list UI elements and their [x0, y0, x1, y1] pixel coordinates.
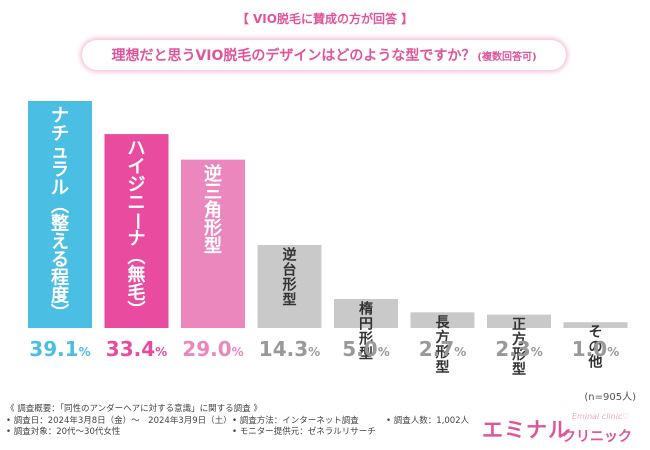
- svg-text:長: 長: [436, 315, 451, 331]
- svg-text:無: 無: [128, 264, 146, 286]
- value-label-5: 2.7%: [419, 337, 466, 361]
- svg-text:型: 型: [436, 359, 450, 376]
- svg-text:逆: 逆: [283, 246, 297, 263]
- svg-text:え: え: [51, 232, 69, 253]
- category-label-7: その他: [588, 325, 603, 371]
- eminal-clinic-logo: エミナル クリニック Eminal clinic♡: [482, 412, 642, 446]
- value-label-0: 39.1%: [29, 337, 90, 361]
- survey-footer: 《 調査概要：「同性のアンダーヘアに対する意識」に関する調査 》 • 調査日：2…: [6, 404, 469, 439]
- svg-text:型: 型: [512, 361, 526, 378]
- survey-heading: 《 調査概要：「同性のアンダーヘアに対する意識」に関する調査 》: [6, 404, 262, 414]
- svg-text:の: の: [589, 340, 603, 356]
- value-label-4: 5.0%: [342, 337, 389, 361]
- logo-sub-text: クリニック: [562, 429, 632, 445]
- svg-text:ラ: ラ: [51, 160, 69, 181]
- survey-count: • 調査人数：1,002人: [386, 415, 470, 426]
- svg-text:そ: そ: [589, 325, 603, 341]
- svg-text:他: 他: [588, 354, 603, 371]
- svg-text:形: 形: [512, 346, 526, 363]
- question-note: (複数回答可): [477, 51, 537, 63]
- svg-text:正: 正: [512, 317, 526, 333]
- svg-text:形: 形: [204, 218, 222, 239]
- survey-target-tag: 【 VIO脱毛に賛成の方が回答 】: [236, 12, 414, 26]
- survey-date: • 調査日：2024年3月8日（金）～ 2024年3月9日（土）: [6, 415, 232, 426]
- svg-text:型: 型: [204, 235, 222, 257]
- svg-text:程: 程: [51, 268, 69, 289]
- svg-text:型: 型: [283, 291, 297, 308]
- svg-text:イ: イ: [128, 157, 146, 178]
- svg-text:チ: チ: [51, 124, 69, 145]
- value-label-3: 14.3%: [259, 337, 320, 361]
- svg-text:型: 型: [359, 345, 373, 362]
- svg-text:円: 円: [359, 316, 373, 332]
- svg-text:︶: ︶: [51, 303, 69, 325]
- bar-7: [563, 322, 628, 328]
- svg-text:ハ: ハ: [128, 139, 146, 160]
- svg-text:ュ: ュ: [51, 142, 69, 163]
- svg-text:︶: ︶: [128, 300, 146, 322]
- svg-text:度: 度: [51, 285, 70, 307]
- svg-text:る: る: [51, 250, 69, 271]
- bar-0: [28, 101, 92, 328]
- svg-text:形: 形: [436, 344, 450, 361]
- svg-text:ニ: ニ: [128, 193, 146, 214]
- svg-text:整: 整: [50, 213, 69, 235]
- value-label-2: 29.0%: [182, 337, 243, 361]
- value-label-6: 2.3%: [495, 337, 542, 361]
- survey-provider: • モニター提供元：ゼネラルリサーチ: [232, 427, 376, 438]
- svg-text:毛: 毛: [128, 282, 146, 304]
- svg-text:三: 三: [204, 182, 222, 203]
- bar-chart: ナチュラル︵整える程度︶39.1%ハイジニーナ︵無毛︶33.4%逆三角形型29.…: [28, 101, 628, 378]
- logo-english-text: Eminal clinic♡: [572, 412, 630, 421]
- bar-3: [257, 244, 322, 328]
- bar-5: [410, 312, 475, 328]
- question-box: 理想だと思うVIO脱毛のデザインはどのような型ですか？ (複数回答可): [82, 40, 566, 70]
- value-label-1: 33.4%: [106, 337, 167, 361]
- sample-size-note: (n=905人): [584, 392, 636, 403]
- svg-text:逆: 逆: [204, 163, 222, 185]
- bar-4: [334, 298, 398, 328]
- svg-text:台: 台: [283, 261, 297, 278]
- svg-text:ナ: ナ: [51, 106, 69, 127]
- survey-target: • 調査対象：20代～30代女性: [6, 427, 121, 438]
- svg-text:楕: 楕: [359, 300, 373, 317]
- svg-text:形: 形: [283, 276, 297, 293]
- svg-text:︵: ︵: [51, 196, 69, 217]
- svg-text:形: 形: [359, 330, 373, 347]
- svg-text:方: 方: [436, 329, 450, 346]
- value-label-7: 1.0%: [572, 337, 619, 361]
- bar-1: [104, 134, 169, 328]
- svg-text:︵: ︵: [128, 247, 146, 268]
- bar-2: [181, 159, 245, 328]
- svg-text:方: 方: [512, 331, 526, 348]
- survey-method: • 調査方法：インターネット調査: [232, 415, 359, 426]
- bar-6: [487, 314, 551, 328]
- svg-text:ジ: ジ: [128, 175, 146, 196]
- logo-main-text: エミナル: [482, 418, 570, 442]
- question-text: 理想だと思うVIO脱毛のデザインはどのような型ですか？: [111, 48, 476, 64]
- svg-text:ナ: ナ: [128, 229, 146, 250]
- svg-text:ル: ル: [51, 178, 69, 199]
- svg-text:ー: ー: [126, 212, 147, 230]
- svg-text:角: 角: [204, 199, 222, 221]
